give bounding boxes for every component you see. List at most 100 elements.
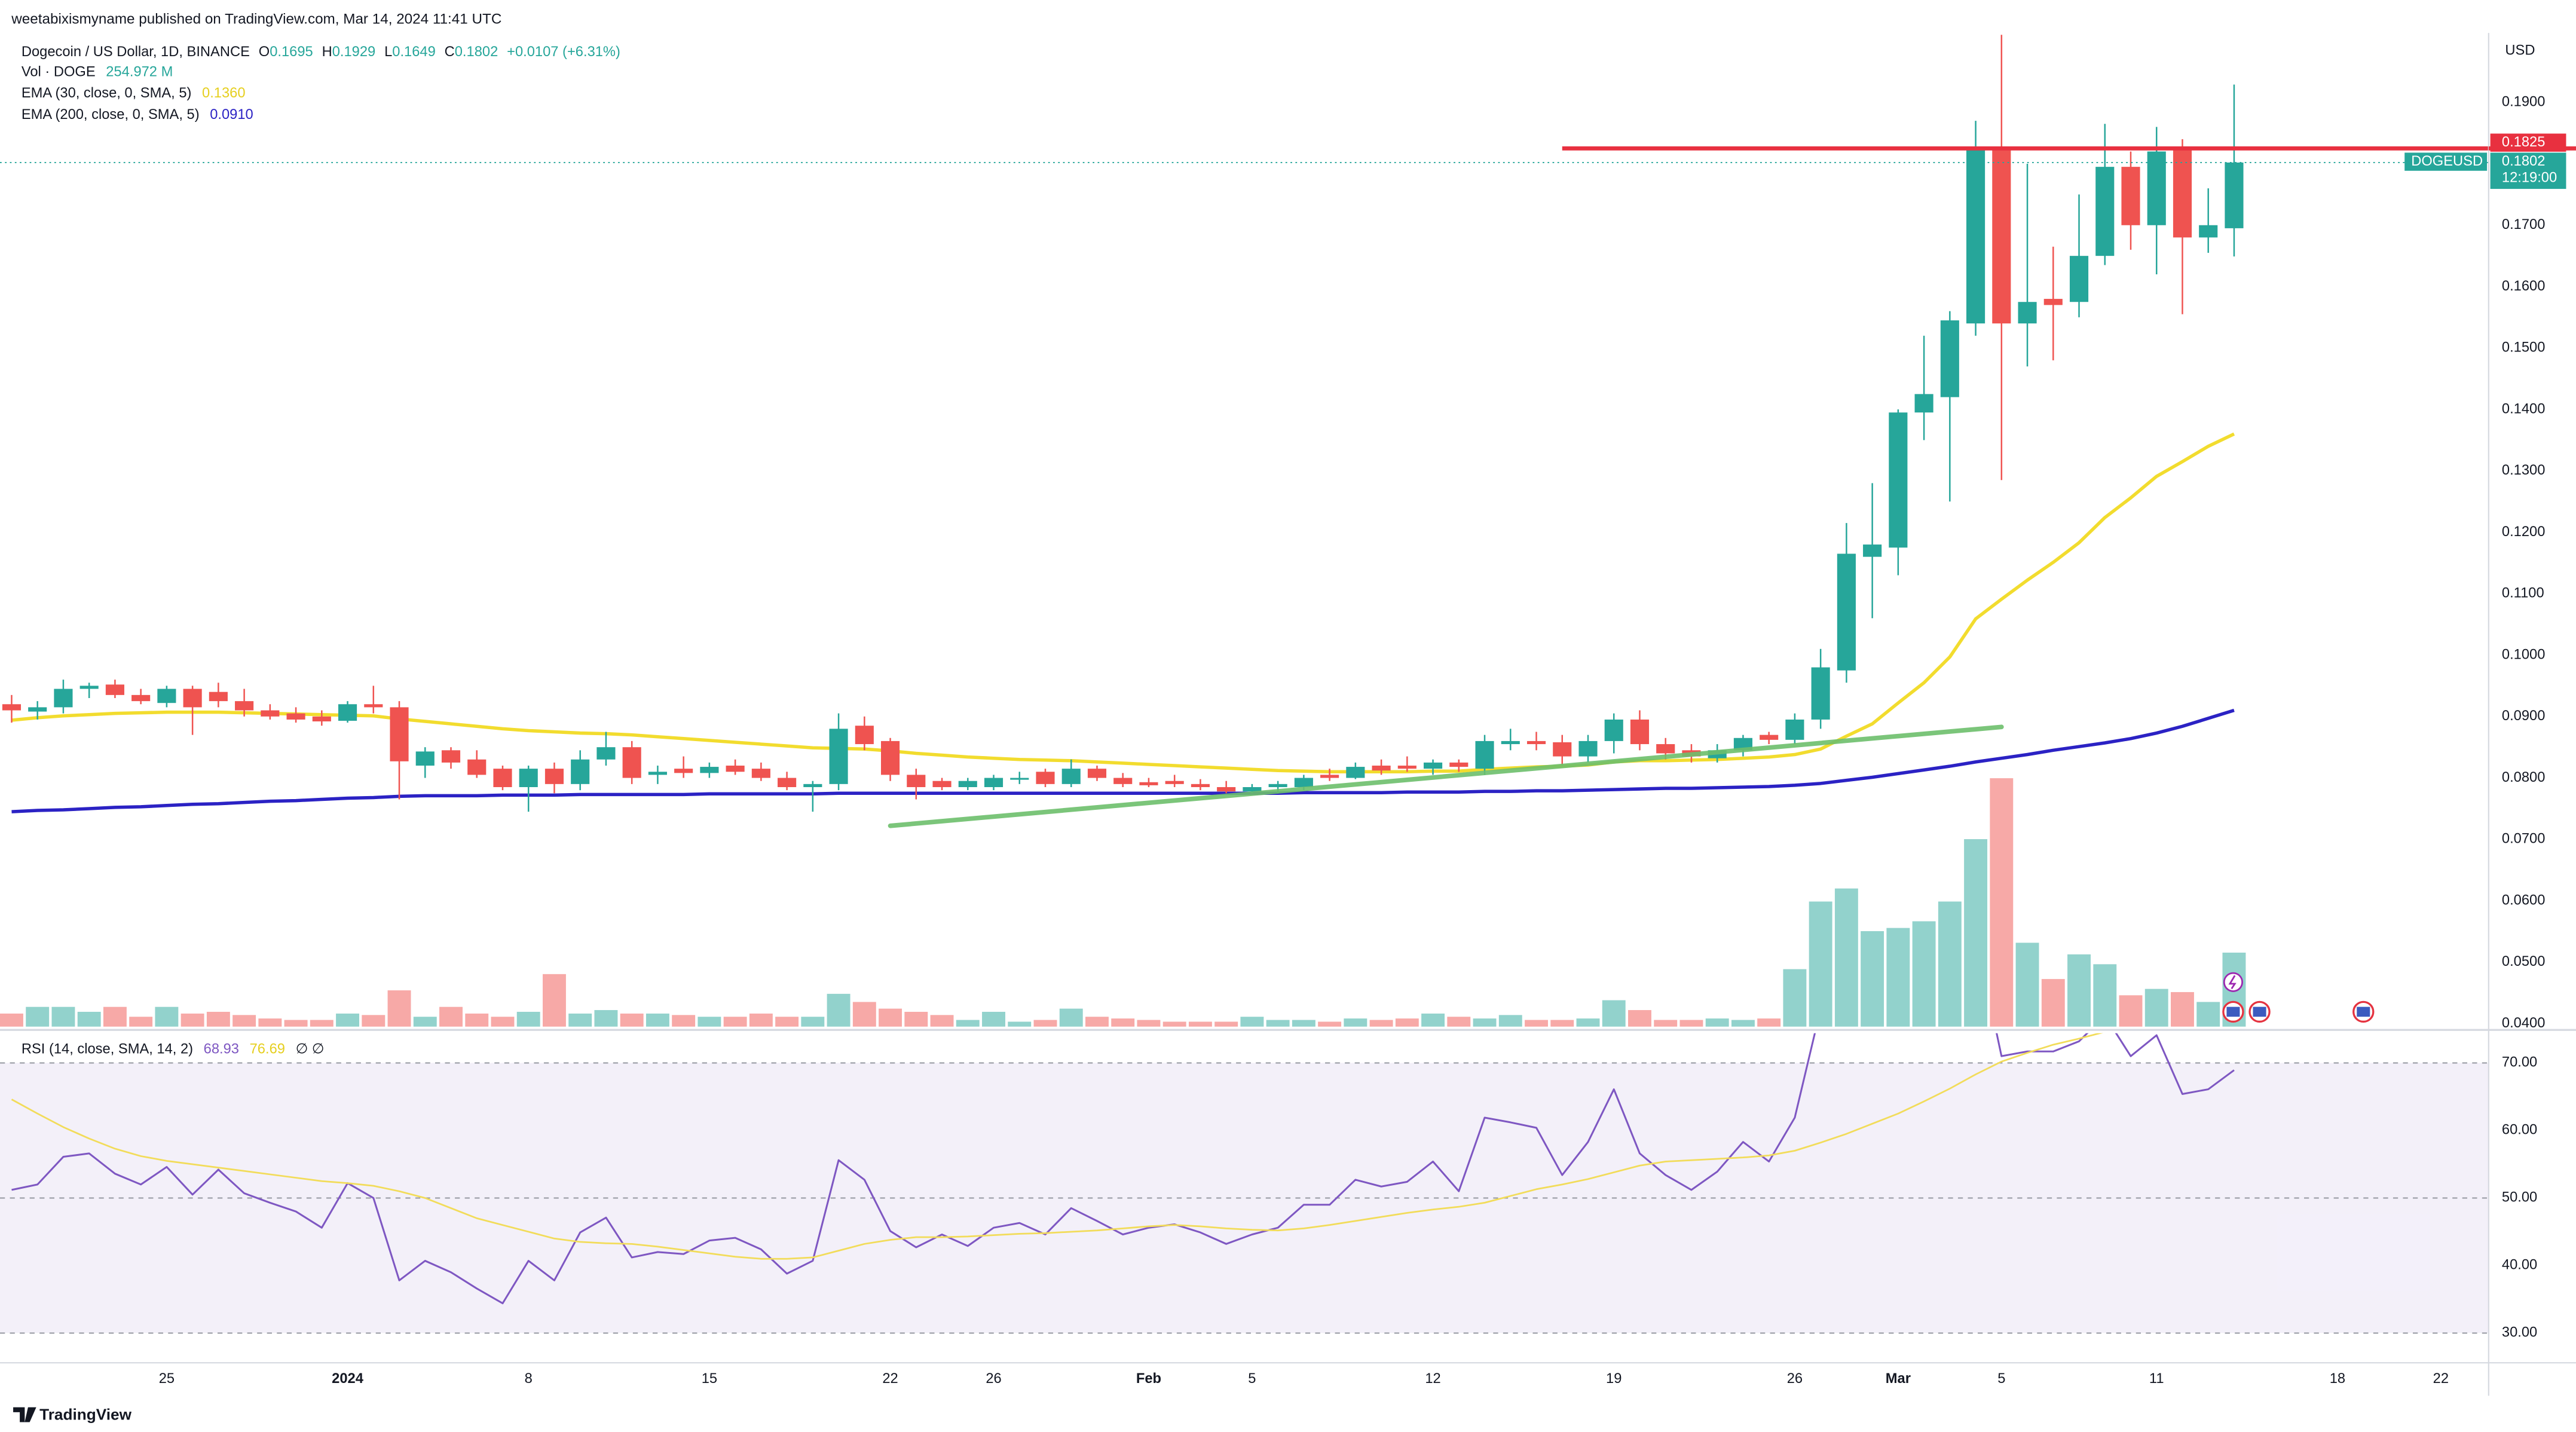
candle-body bbox=[1243, 787, 1262, 792]
ema-line bbox=[11, 432, 2235, 774]
candle-body bbox=[1113, 778, 1133, 784]
x-tick-label: 22 bbox=[882, 1371, 898, 1387]
trend-line bbox=[888, 724, 2004, 828]
volume-bar bbox=[930, 1015, 954, 1027]
x-tick-label: 5 bbox=[1248, 1371, 1256, 1387]
volume-bar bbox=[77, 1011, 101, 1027]
candle-body bbox=[674, 769, 693, 773]
volume-bar bbox=[491, 1017, 515, 1027]
candle-body bbox=[2018, 302, 2037, 324]
ohlc-value: 0.1695 bbox=[270, 44, 313, 60]
rsi-value: 68.93 bbox=[204, 1042, 239, 1057]
volume-bar bbox=[1757, 1018, 1781, 1027]
indicator-layer bbox=[11, 432, 2235, 813]
volume-bar bbox=[620, 1013, 644, 1027]
candle-body bbox=[1372, 766, 1391, 771]
candle-body bbox=[2173, 148, 2192, 238]
candle-body bbox=[1010, 778, 1029, 780]
volume-bar bbox=[1240, 1017, 1264, 1027]
volume-bar bbox=[982, 1011, 1005, 1027]
event-icon-glyph bbox=[2253, 1006, 2266, 1017]
volume-bar bbox=[0, 1013, 23, 1027]
candle-body bbox=[1424, 762, 1443, 769]
volume-bar bbox=[1861, 931, 1884, 1027]
x-tick-label: Feb bbox=[1136, 1371, 1161, 1387]
event-icon-glyph bbox=[2357, 1006, 2370, 1017]
candle-body bbox=[1449, 762, 1468, 767]
volume-bar bbox=[956, 1020, 980, 1027]
volume-bar bbox=[516, 1011, 540, 1027]
y-tick-label: 0.1500 bbox=[2502, 340, 2546, 356]
candle-body bbox=[932, 781, 952, 787]
volume-bar bbox=[1498, 1015, 1522, 1027]
volume-bar bbox=[180, 1013, 204, 1027]
rsi-line bbox=[11, 1033, 2235, 1305]
candle-body bbox=[1217, 787, 1236, 792]
volume-bar bbox=[1085, 1017, 1109, 1027]
candle-body bbox=[829, 729, 848, 784]
candle-body bbox=[958, 781, 977, 787]
rsi-layer bbox=[11, 1033, 2235, 1305]
candle-body bbox=[105, 684, 124, 695]
candle-body bbox=[726, 766, 745, 772]
y-tick-label: 0.0800 bbox=[2502, 770, 2546, 785]
candle-body bbox=[1630, 719, 1650, 745]
volume-bar bbox=[749, 1013, 773, 1027]
event-icon-glyph bbox=[2226, 1006, 2240, 1017]
candle-body bbox=[467, 759, 487, 775]
volume-bar bbox=[284, 1020, 308, 1027]
rsi-legend: RSI (14, close, SMA, 14, 2) 68.93 76.69 … bbox=[22, 1042, 325, 1057]
countdown-label: 12:19:00 bbox=[2502, 170, 2557, 185]
rsi-band bbox=[0, 1063, 2489, 1333]
event-icon-glyph bbox=[2228, 975, 2237, 990]
x-tick-label: 12 bbox=[1425, 1371, 1440, 1387]
candle-body bbox=[596, 747, 616, 760]
candle-body bbox=[1087, 769, 1107, 778]
brand-name: TradingView bbox=[39, 1405, 131, 1423]
ema-legend: EMA (200, close, 0, SMA, 5) 0.0910 bbox=[22, 107, 253, 123]
candle-body bbox=[2225, 162, 2244, 228]
volume-bar bbox=[2196, 1002, 2220, 1027]
x-tick-label: 2024 bbox=[332, 1371, 364, 1387]
price-tag-label: 0.1802 bbox=[2502, 154, 2546, 169]
ohlc-label: H bbox=[322, 44, 332, 60]
candle-body bbox=[1501, 741, 1520, 745]
x-tick-label: 8 bbox=[525, 1371, 533, 1387]
volume-bar bbox=[1809, 901, 1832, 1027]
volume-layer bbox=[0, 778, 2246, 1027]
candle-body bbox=[1294, 778, 1313, 787]
volume-bar bbox=[1705, 1018, 1729, 1027]
volume-bar bbox=[103, 1006, 127, 1027]
candle-body bbox=[312, 716, 331, 722]
event-icon[interactable] bbox=[2223, 972, 2243, 992]
volume-bar bbox=[1111, 1018, 1135, 1027]
rsi-background bbox=[0, 1062, 2489, 1334]
candle-body bbox=[1475, 741, 1494, 769]
ema-line bbox=[11, 708, 2235, 813]
candle-body bbox=[984, 778, 1004, 787]
volume-bar bbox=[568, 1013, 592, 1027]
volume-bar bbox=[1162, 1021, 1186, 1027]
volume-bar bbox=[723, 1017, 747, 1027]
candle-body bbox=[1656, 744, 1675, 754]
y-tick-label: 0.1700 bbox=[2502, 217, 2546, 232]
x-tick-label: 15 bbox=[702, 1371, 717, 1387]
candle-body bbox=[571, 759, 590, 784]
x-tick-label: 26 bbox=[1787, 1371, 1803, 1387]
rsi-tick-label: 70.00 bbox=[2502, 1055, 2537, 1070]
change-value: +0.0107 (+6.31%) bbox=[507, 44, 620, 60]
volume-bar bbox=[697, 1017, 721, 1027]
volume-bar bbox=[1938, 901, 1962, 1027]
candle-body bbox=[1526, 741, 1546, 745]
candle-body bbox=[183, 689, 202, 708]
candle-body bbox=[415, 751, 435, 766]
volume-bar bbox=[258, 1018, 282, 1027]
volume-bar bbox=[775, 1017, 799, 1027]
ohlc-label: O bbox=[259, 44, 270, 60]
volume-bar bbox=[852, 1002, 876, 1027]
ema-name: EMA (30, close, 0, SMA, 5) bbox=[22, 85, 192, 101]
x-tick-label: 5 bbox=[1997, 1371, 2005, 1387]
candle-body bbox=[2, 704, 22, 711]
volume-bar bbox=[1834, 888, 1858, 1027]
